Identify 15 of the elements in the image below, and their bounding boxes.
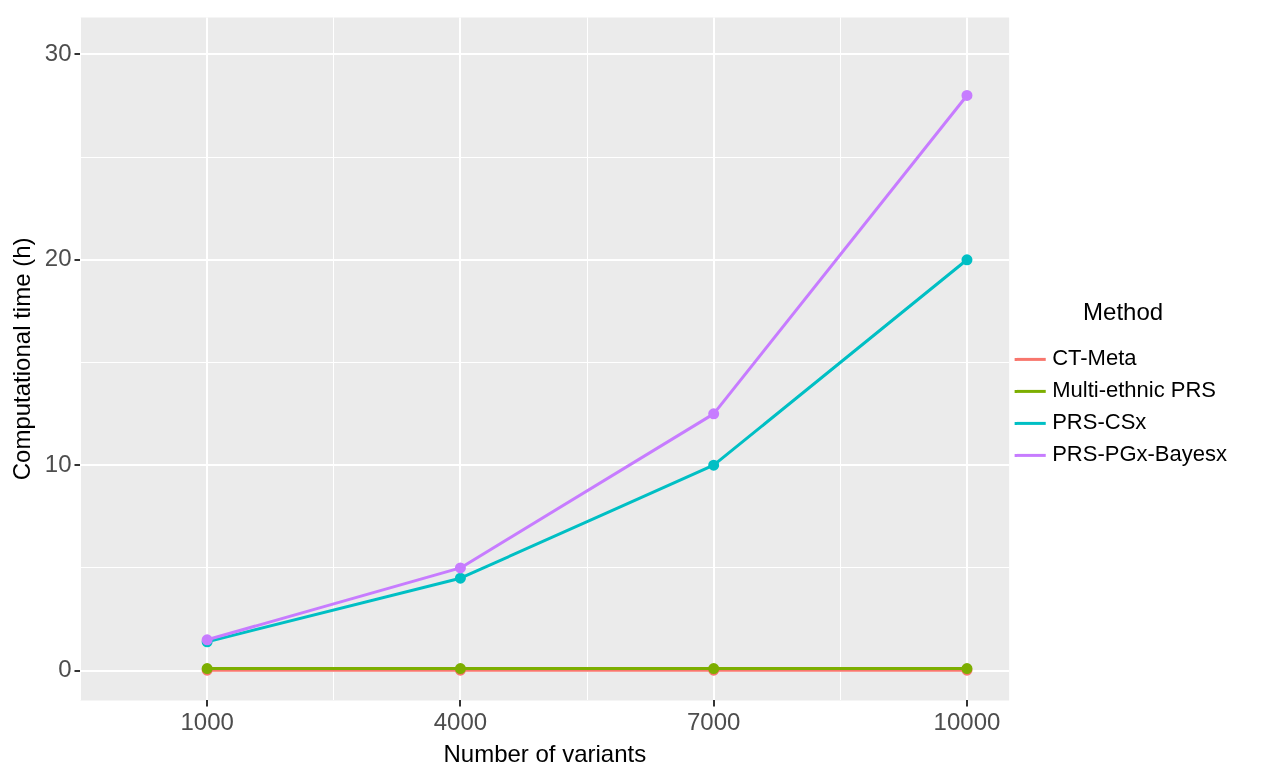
legend-title: Method <box>1083 298 1164 326</box>
legend-label: PRS-CSx <box>1052 409 1147 435</box>
x-tick-label: 7000 <box>687 708 741 736</box>
legend-label: PRS-PGx-Bayesx <box>1052 441 1228 467</box>
y-tick-label: 30 <box>44 39 72 66</box>
x-axis-title: Number of variants <box>443 740 647 768</box>
x-tick-label: 10000 <box>933 708 1001 736</box>
y-tick-label: 20 <box>44 244 72 272</box>
legend-label: Multi-ethnic PRS <box>1052 377 1217 403</box>
x-tick-label: 1000 <box>180 708 234 736</box>
y-tick-label: 0 <box>58 655 72 683</box>
legend-label: CT-Meta <box>1052 345 1138 371</box>
x-tick-label: 4000 <box>433 708 488 736</box>
y-axis-title: Computational time (h) <box>8 237 36 481</box>
y-tick-label: 10 <box>44 449 72 477</box>
